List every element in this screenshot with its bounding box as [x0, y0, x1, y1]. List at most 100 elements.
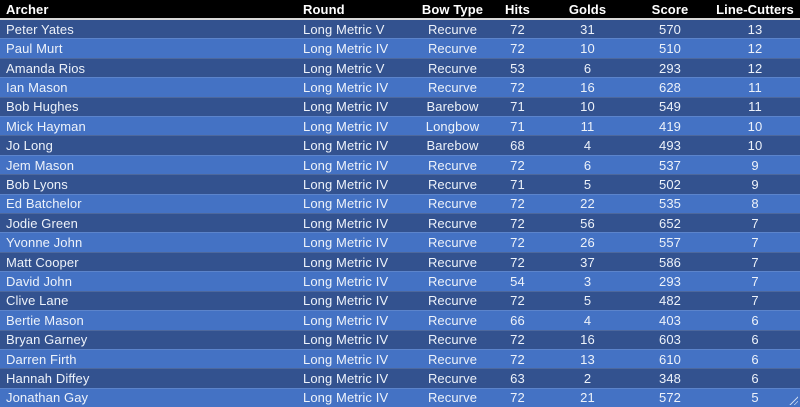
cell-line-cutters[interactable]: 13 — [747, 21, 763, 37]
cell-score[interactable]: 348 — [659, 371, 681, 387]
cell-golds[interactable]: 10 — [580, 41, 595, 57]
cell-archer[interactable]: Bryan Garney — [6, 332, 88, 348]
cell-round[interactable]: Long Metric IV — [303, 176, 389, 192]
column-header-line-cutters[interactable]: Line-Cutters — [716, 1, 794, 17]
cell-bow-type[interactable]: Barebow — [426, 138, 479, 154]
cell-hits[interactable]: 72 — [510, 351, 525, 367]
cell-golds[interactable]: 31 — [580, 21, 595, 37]
cell-bow-type[interactable]: Recurve — [427, 254, 478, 270]
cell-score[interactable]: 535 — [659, 196, 681, 212]
cell-bow-type[interactable]: Recurve — [427, 21, 478, 37]
cell-score[interactable]: 403 — [659, 312, 681, 328]
column-header-archer[interactable]: Archer — [6, 1, 49, 17]
cell-bow-type[interactable]: Recurve — [427, 60, 478, 76]
cell-archer[interactable]: Jodie Green — [6, 215, 78, 231]
cell-golds[interactable]: 2 — [583, 371, 592, 387]
cell-bow-type[interactable]: Recurve — [427, 273, 478, 289]
cell-bow-type[interactable]: Recurve — [427, 351, 478, 367]
cell-round[interactable]: Long Metric IV — [303, 390, 389, 406]
cell-golds[interactable]: 4 — [583, 312, 592, 328]
cell-round[interactable]: Long Metric IV — [303, 157, 389, 173]
cell-line-cutters[interactable]: 7 — [751, 254, 759, 270]
cell-score[interactable]: 510 — [659, 41, 681, 57]
cell-golds[interactable]: 13 — [580, 351, 595, 367]
column-header-bow-type[interactable]: Bow Type — [421, 1, 484, 17]
cell-bow-type[interactable]: Barebow — [426, 99, 479, 115]
cell-round[interactable]: Long Metric IV — [303, 351, 389, 367]
cell-round[interactable]: Long Metric IV — [303, 371, 389, 387]
cell-hits[interactable]: 66 — [510, 312, 525, 328]
cell-score[interactable]: 572 — [659, 390, 681, 406]
cell-line-cutters[interactable]: 12 — [747, 41, 763, 57]
cell-score[interactable]: 482 — [659, 293, 681, 309]
cell-hits[interactable]: 54 — [510, 273, 525, 289]
cell-archer[interactable]: David John — [6, 273, 73, 289]
cell-bow-type[interactable]: Recurve — [427, 235, 478, 251]
cell-line-cutters[interactable]: 9 — [751, 157, 759, 173]
cell-score[interactable]: 293 — [659, 60, 681, 76]
cell-line-cutters[interactable]: 6 — [751, 312, 759, 328]
cell-hits[interactable]: 72 — [510, 293, 525, 309]
cell-bow-type[interactable]: Recurve — [427, 79, 478, 95]
cell-golds[interactable]: 6 — [583, 157, 592, 173]
cell-archer[interactable]: Matt Cooper — [6, 254, 79, 270]
cell-score[interactable]: 493 — [659, 138, 681, 154]
cell-round[interactable]: Long Metric IV — [303, 215, 389, 231]
cell-round[interactable]: Long Metric IV — [303, 254, 389, 270]
cell-bow-type[interactable]: Recurve — [427, 371, 478, 387]
cell-golds[interactable]: 37 — [580, 254, 595, 270]
cell-round[interactable]: Long Metric V — [303, 21, 385, 37]
cell-line-cutters[interactable]: 6 — [751, 371, 759, 387]
cell-hits[interactable]: 71 — [510, 176, 525, 192]
cell-round[interactable]: Long Metric IV — [303, 312, 389, 328]
cell-archer[interactable]: Ed Batchelor — [6, 196, 82, 212]
cell-hits[interactable]: 53 — [510, 60, 525, 76]
cell-score[interactable]: 603 — [659, 332, 681, 348]
cell-archer[interactable]: Peter Yates — [6, 21, 74, 37]
cell-archer[interactable]: Darren Firth — [6, 351, 77, 367]
cell-hits[interactable]: 63 — [510, 371, 525, 387]
cell-line-cutters[interactable]: 6 — [751, 332, 759, 348]
column-header-hits[interactable]: Hits — [505, 1, 530, 17]
cell-golds[interactable]: 5 — [583, 293, 592, 309]
cell-archer[interactable]: Paul Murt — [6, 41, 63, 57]
cell-bow-type[interactable]: Recurve — [427, 41, 478, 57]
cell-bow-type[interactable]: Recurve — [427, 293, 478, 309]
cell-golds[interactable]: 3 — [583, 273, 592, 289]
cell-line-cutters[interactable]: 9 — [751, 176, 759, 192]
cell-archer[interactable]: Bob Lyons — [6, 176, 68, 192]
cell-bow-type[interactable]: Recurve — [427, 215, 478, 231]
cell-line-cutters[interactable]: 10 — [747, 118, 763, 134]
cell-hits[interactable]: 72 — [510, 157, 525, 173]
cell-archer[interactable]: Jem Mason — [6, 157, 75, 173]
cell-hits[interactable]: 71 — [510, 99, 525, 115]
cell-golds[interactable]: 26 — [580, 235, 595, 251]
cell-score[interactable]: 628 — [659, 79, 681, 95]
cell-score[interactable]: 502 — [659, 176, 681, 192]
cell-hits[interactable]: 72 — [510, 332, 525, 348]
column-header-golds[interactable]: Golds — [568, 1, 607, 17]
cell-round[interactable]: Long Metric IV — [303, 99, 389, 115]
cell-score[interactable]: 586 — [659, 254, 681, 270]
cell-archer[interactable]: Ian Mason — [6, 79, 68, 95]
cell-golds[interactable]: 4 — [583, 138, 592, 154]
cell-golds[interactable]: 6 — [583, 60, 592, 76]
cell-archer[interactable]: Jo Long — [6, 138, 53, 154]
cell-score[interactable]: 557 — [659, 235, 681, 251]
cell-archer[interactable]: Clive Lane — [6, 293, 69, 309]
cell-hits[interactable]: 72 — [510, 254, 525, 270]
cell-bow-type[interactable]: Longbow — [425, 118, 480, 134]
cell-bow-type[interactable]: Recurve — [427, 157, 478, 173]
cell-archer[interactable]: Hannah Diffey — [6, 371, 90, 387]
cell-bow-type[interactable]: Recurve — [427, 332, 478, 348]
cell-hits[interactable]: 72 — [510, 390, 525, 406]
cell-round[interactable]: Long Metric IV — [303, 235, 389, 251]
cell-golds[interactable]: 11 — [580, 118, 595, 134]
table-resize-handle-icon[interactable] — [788, 395, 798, 405]
cell-hits[interactable]: 72 — [510, 21, 525, 37]
cell-line-cutters[interactable]: 10 — [747, 138, 763, 154]
cell-hits[interactable]: 71 — [510, 118, 525, 134]
cell-archer[interactable]: Bertie Mason — [6, 312, 84, 328]
cell-archer[interactable]: Jonathan Gay — [6, 390, 89, 406]
cell-score[interactable]: 570 — [659, 21, 681, 37]
